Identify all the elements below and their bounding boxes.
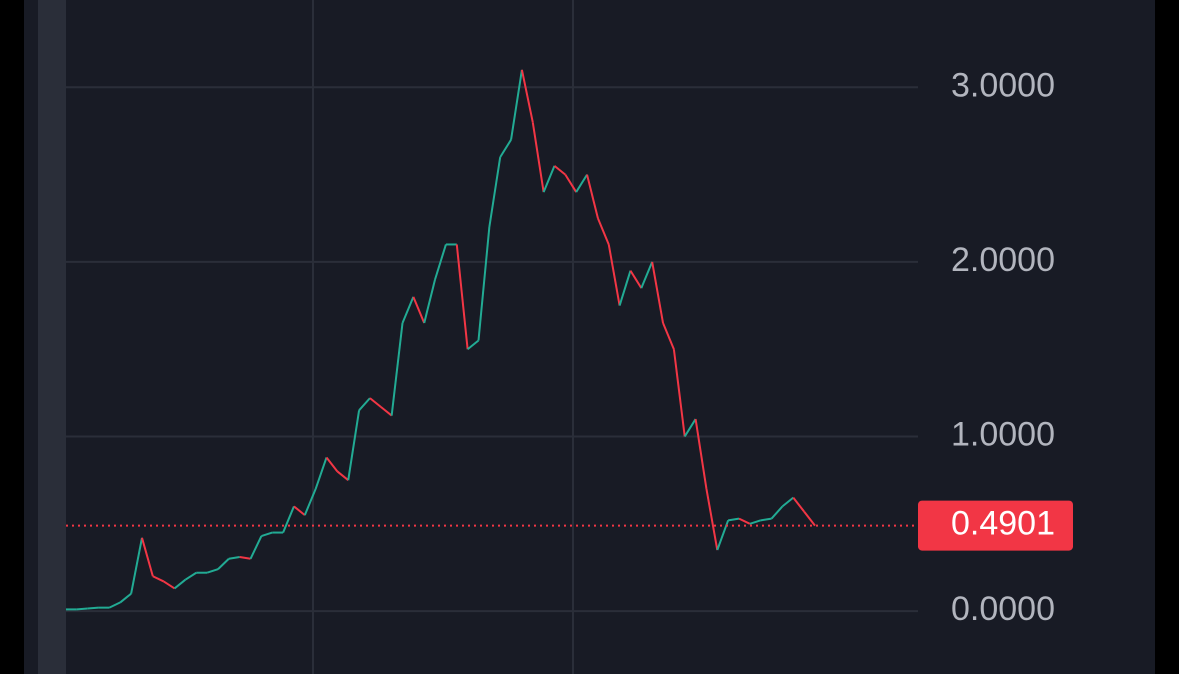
price-segment (694, 418, 708, 490)
price-segment (564, 174, 578, 193)
price-segment (434, 244, 447, 280)
price-segment (206, 568, 219, 574)
price-segment (672, 349, 686, 437)
price-segment (749, 519, 762, 525)
price-segment (728, 517, 740, 522)
y-tick-label: 3.0000 (951, 66, 1055, 104)
panel (24, 0, 1155, 674)
price-segment (228, 556, 240, 560)
price-segment (423, 279, 437, 324)
price-segment (618, 270, 632, 306)
price-segment (412, 296, 426, 324)
price-segment (651, 261, 665, 324)
price-segment (738, 517, 751, 525)
side-strip (38, 0, 66, 674)
price-segment (282, 505, 295, 533)
price-segment (217, 558, 230, 570)
price-segment (184, 571, 197, 581)
price-segment (705, 488, 719, 551)
price-segment (76, 607, 88, 611)
price-segment (640, 261, 654, 289)
price-segment (347, 410, 361, 481)
plot (66, 69, 816, 611)
y-tick-label: 0.0000 (951, 590, 1055, 628)
price-segment (467, 339, 480, 351)
price-segment (488, 156, 502, 228)
y-tick-label: 2.0000 (951, 241, 1055, 279)
price-segment (683, 418, 697, 438)
price-segment (792, 497, 805, 513)
price-segment (531, 122, 545, 193)
price-segment (314, 457, 328, 490)
price-segment (358, 397, 371, 412)
price-segment (781, 496, 794, 508)
price-segment (553, 165, 566, 176)
price-segment (119, 592, 132, 604)
price-segment (293, 505, 306, 516)
price-segment (662, 322, 675, 350)
price-segment (575, 174, 588, 193)
price-segment (87, 606, 99, 610)
price-segment (239, 556, 251, 560)
price-segment (477, 226, 491, 341)
price-segment (760, 517, 772, 522)
price-segment (510, 69, 523, 140)
price-segment (390, 322, 404, 416)
grid (66, 86, 918, 613)
price-segment (249, 535, 263, 560)
price-segment (163, 580, 176, 590)
price-segment (520, 69, 534, 123)
price-segment (130, 537, 143, 594)
price-segment (596, 217, 610, 245)
price-segment (586, 174, 599, 219)
price-segment (499, 139, 512, 158)
price-segment (629, 270, 643, 289)
price-segment (336, 470, 349, 481)
price-segment (141, 537, 154, 577)
price-segment (770, 505, 784, 520)
price-segment (607, 244, 621, 306)
price-segment (803, 510, 816, 527)
price-segment (455, 244, 469, 350)
price-segment (261, 531, 273, 538)
price-segment (401, 296, 415, 324)
price-segment (152, 575, 165, 583)
price-segment (325, 456, 339, 473)
last-price-label: 0.4901 (951, 505, 1055, 543)
price-segment (380, 406, 393, 417)
price-segment (173, 578, 187, 590)
last-price-badge (918, 500, 1073, 551)
price-segment (542, 165, 556, 193)
price-segment (369, 397, 382, 408)
y-tick-label: 1.0000 (951, 416, 1055, 454)
price-segment (303, 488, 317, 516)
price-segment (108, 601, 121, 609)
